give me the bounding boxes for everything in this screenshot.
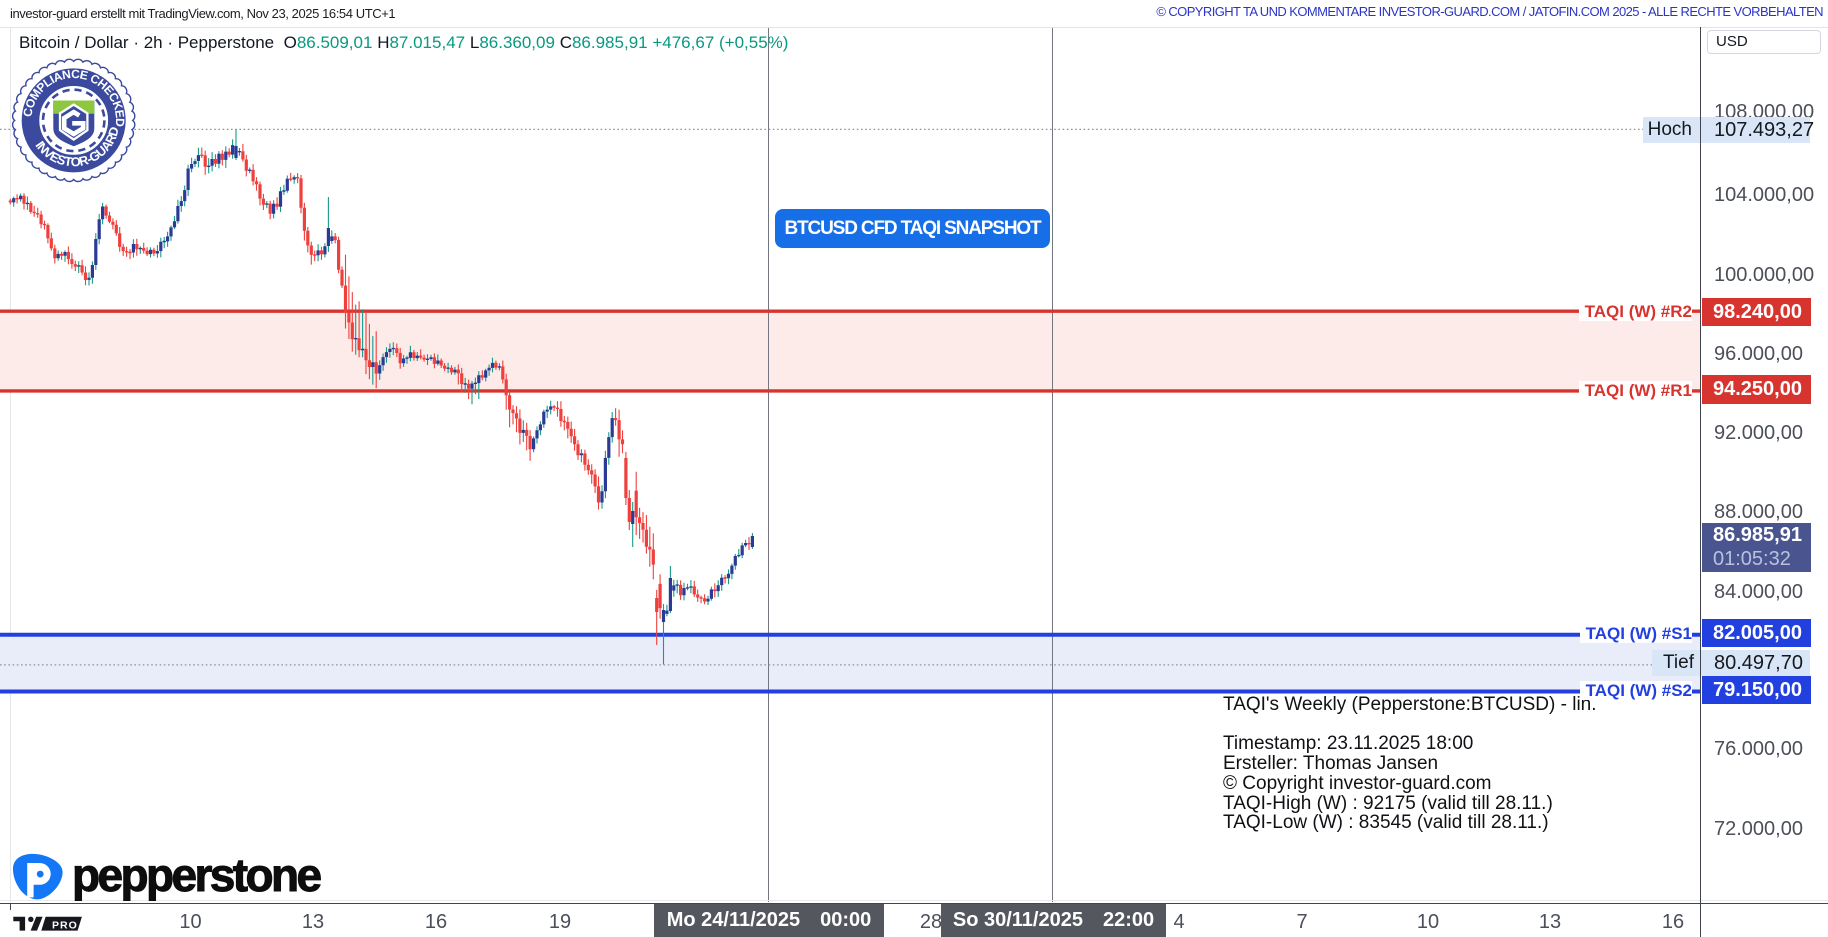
svg-text:PRO: PRO — [52, 919, 78, 931]
